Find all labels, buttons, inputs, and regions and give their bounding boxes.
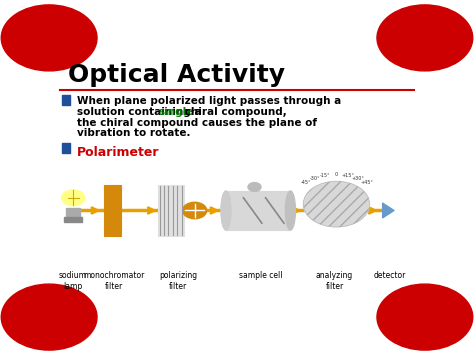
Text: Optical Activity: Optical Activity bbox=[68, 63, 284, 87]
Text: sodium
lamp: sodium lamp bbox=[59, 272, 87, 291]
Text: solution containing a: solution containing a bbox=[77, 107, 205, 117]
Circle shape bbox=[1, 5, 97, 71]
Text: sample cell: sample cell bbox=[239, 272, 283, 280]
Bar bbox=[226, 191, 291, 230]
Text: detector: detector bbox=[374, 272, 406, 280]
Bar bbox=[104, 185, 120, 236]
Ellipse shape bbox=[221, 191, 231, 230]
Text: polarizing
filter: polarizing filter bbox=[159, 272, 197, 291]
Bar bbox=[66, 208, 81, 218]
Bar bbox=[62, 143, 70, 153]
Text: +30°: +30° bbox=[352, 176, 365, 181]
Text: -45°: -45° bbox=[301, 180, 311, 185]
Text: chiral compound,: chiral compound, bbox=[181, 107, 287, 117]
Text: analyzing
filter: analyzing filter bbox=[316, 272, 353, 291]
Circle shape bbox=[1, 284, 97, 350]
Circle shape bbox=[248, 182, 261, 192]
Ellipse shape bbox=[285, 191, 296, 230]
Text: monochromator
filter: monochromator filter bbox=[83, 272, 144, 291]
Circle shape bbox=[377, 284, 473, 350]
Text: the chiral compound causes the plane of: the chiral compound causes the plane of bbox=[77, 118, 317, 127]
Text: +15°: +15° bbox=[341, 173, 354, 178]
Bar bbox=[158, 185, 183, 236]
Text: single: single bbox=[158, 107, 194, 117]
Circle shape bbox=[182, 202, 207, 219]
Text: vibration to rotate.: vibration to rotate. bbox=[77, 128, 190, 138]
Circle shape bbox=[61, 190, 85, 206]
Circle shape bbox=[377, 5, 473, 71]
Text: -15°: -15° bbox=[320, 173, 330, 178]
Bar bbox=[64, 217, 82, 222]
Circle shape bbox=[303, 181, 370, 227]
Polygon shape bbox=[383, 203, 394, 218]
Text: +45°: +45° bbox=[361, 180, 374, 185]
Text: Polarimeter: Polarimeter bbox=[77, 146, 159, 159]
Bar bbox=[62, 95, 70, 105]
Text: When plane polarized light passes through a: When plane polarized light passes throug… bbox=[77, 96, 341, 106]
Text: -30°: -30° bbox=[310, 176, 320, 181]
Text: 0: 0 bbox=[335, 172, 338, 177]
